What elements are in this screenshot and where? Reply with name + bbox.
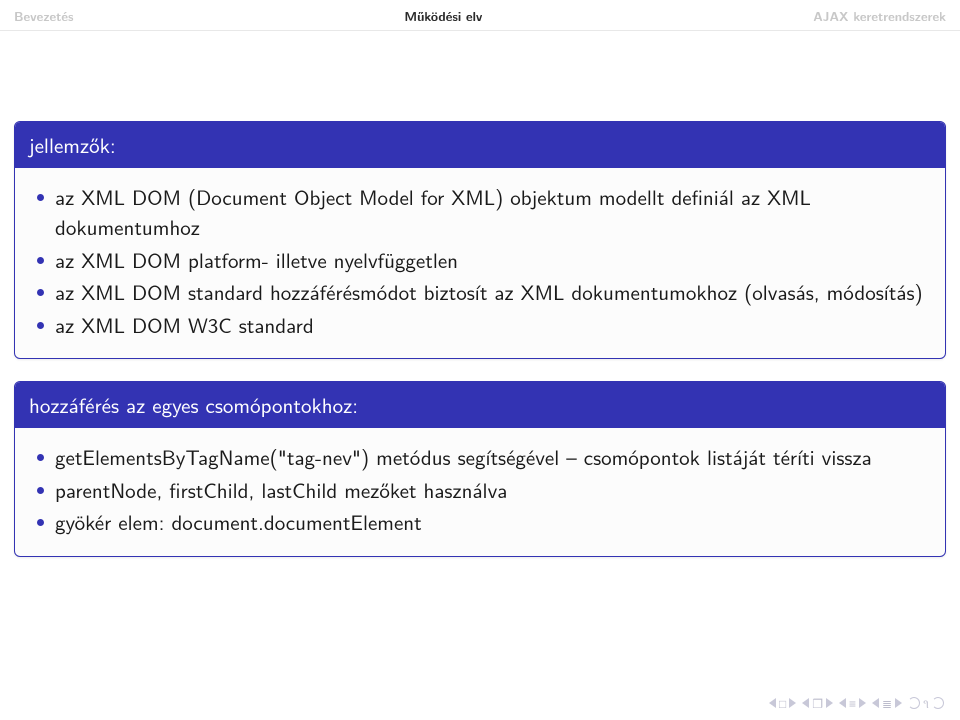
nav-slide-back[interactable]: □: [769, 694, 796, 712]
list-item: az XML DOM standard hozzáférésmódot bizt…: [33, 277, 927, 307]
list-item: getElementsByTagName("tag-nev") metódus …: [33, 442, 927, 472]
nav-left[interactable]: Bevezetés: [14, 6, 74, 25]
triangle-left-icon: [769, 698, 776, 708]
triangle-right-icon: [826, 698, 833, 708]
slide-content: jellemzők: az XML DOM (Document Object M…: [0, 31, 960, 557]
top-nav: Bevezetés Működési elv AJAX keretrendsze…: [0, 0, 960, 31]
list-item: az XML DOM platform- illetve nyelvfügget…: [33, 245, 927, 275]
block-title: hozzáférés az egyes csomópontokhoz:: [15, 382, 945, 428]
triangle-right-icon: [895, 698, 902, 708]
block-jellemzok: jellemzők: az XML DOM (Document Object M…: [14, 121, 946, 359]
nav-right[interactable]: AJAX keretrendszerek: [813, 6, 946, 25]
undo-icon: [908, 697, 920, 709]
nav-frame-back[interactable]: ❐: [802, 694, 833, 712]
section-icon: ≣: [881, 694, 893, 712]
search-icon: ૧: [922, 694, 930, 712]
block-hozzaferes: hozzáférés az egyes csomópontokhoz: getE…: [14, 381, 946, 556]
triangle-right-icon: [789, 698, 796, 708]
list-item: az XML DOM (Document Object Model for XM…: [33, 182, 927, 243]
bullet-list: az XML DOM (Document Object Model for XM…: [33, 182, 927, 340]
nav-subsection[interactable]: ≡: [839, 694, 866, 712]
block-body: az XML DOM (Document Object Model for XM…: [15, 168, 945, 358]
beamer-nav-bar: □ ❐ ≡ ≣ ૧: [769, 694, 944, 712]
triangle-left-icon: [872, 698, 879, 708]
nav-section[interactable]: ≣: [872, 694, 902, 712]
bullet-list: getElementsByTagName("tag-nev") metódus …: [33, 442, 927, 537]
triangle-right-icon: [859, 698, 866, 708]
block-title: jellemzők:: [15, 122, 945, 168]
frame-icon: ❐: [811, 694, 824, 712]
list-item: parentNode, firstChild, lastChild mezőke…: [33, 475, 927, 505]
triangle-left-icon: [802, 698, 809, 708]
subsection-icon: ≡: [848, 694, 857, 712]
nav-back-forward[interactable]: ૧: [908, 694, 944, 712]
triangle-left-icon: [839, 698, 846, 708]
slide-icon: □: [778, 694, 787, 712]
list-item: az XML DOM W3C standard: [33, 310, 927, 340]
list-item: gyökér elem: document.documentElement: [33, 507, 927, 537]
nav-center[interactable]: Működési elv: [404, 6, 482, 25]
block-body: getElementsByTagName("tag-nev") metódus …: [15, 428, 945, 555]
redo-icon: [932, 697, 944, 709]
